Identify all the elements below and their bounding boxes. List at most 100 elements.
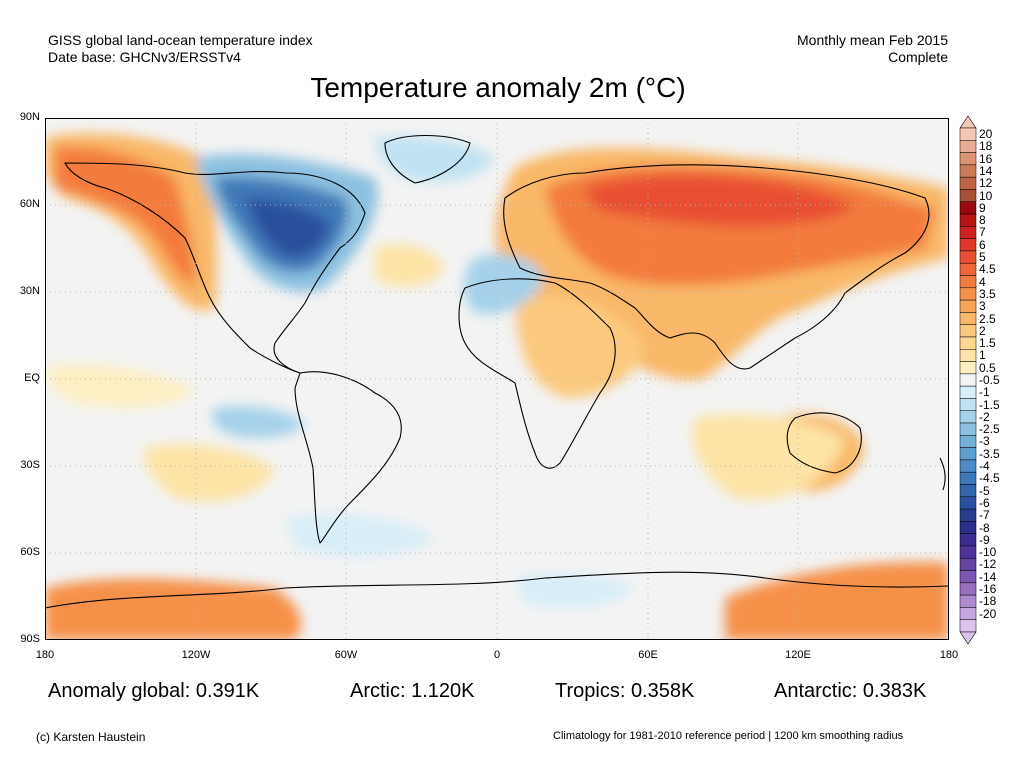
lat-tick-90n: 90N — [19, 111, 40, 123]
greenland-coast — [384, 134, 471, 184]
colorbar-label: -1 — [979, 385, 990, 400]
colorbar-label: 2.5 — [979, 311, 996, 326]
colorbar-swatch — [959, 140, 977, 153]
colorbar-swatch — [959, 508, 977, 522]
colorbar-label: -10 — [979, 545, 997, 560]
colorbar-swatch — [959, 607, 977, 620]
colorbar-label: -7 — [979, 508, 990, 523]
colorbar-swatch — [959, 299, 977, 313]
lon-tick-120w: 120W — [181, 649, 211, 661]
lat-tick-30s: 30S — [20, 459, 40, 471]
map-canvas — [45, 118, 949, 640]
colorbar-swatch — [959, 484, 977, 498]
colorbar-swatch — [959, 361, 977, 375]
colorbar-label: -20 — [979, 606, 997, 621]
colorbar-swatch — [959, 447, 977, 461]
colorbar-swatch — [959, 398, 977, 411]
colorbar-label: -2 — [979, 409, 990, 424]
warm-siberia-core — [585, 175, 855, 227]
colorbar-label: -5 — [979, 483, 990, 498]
warm-antarctic-west — [45, 578, 301, 640]
colorbar-label: 16 — [979, 151, 993, 166]
colorbar-swatch — [959, 164, 977, 178]
colorbar-label: -8 — [979, 520, 990, 535]
colorbar-swatch — [959, 238, 977, 252]
colorbar-swatch — [959, 385, 977, 399]
header-right: Monthly mean Feb 2015 Complete — [797, 32, 948, 66]
north-america-coast — [64, 162, 366, 374]
colorbar-label: -4 — [979, 459, 990, 474]
colorbar-swatch — [959, 226, 977, 239]
anomaly-field — [45, 133, 949, 640]
colorbar-label: -2.5 — [979, 422, 1000, 437]
colorbar-label: -3.5 — [979, 446, 1000, 461]
colorbar — [959, 116, 977, 644]
colorbar-swatch — [959, 213, 977, 227]
data-base-label: Date base: GHCNv3/ERSSTv4 — [48, 49, 241, 65]
lat-tick-30n: 30N — [19, 285, 40, 297]
lon-tick-180w: 180 — [35, 649, 55, 661]
colorbar-swatch — [959, 619, 977, 633]
colorbar-swatch — [959, 349, 977, 362]
colorbar-swatch — [959, 521, 977, 534]
copyright-footer: (c) Karsten Haustein — [36, 730, 146, 744]
temperature-anomaly-map — [45, 118, 949, 640]
colorbar-label: 1 — [979, 348, 986, 363]
colorbar-label: 8 — [979, 213, 986, 228]
antarctic-stat: Antarctic: 0.383K — [774, 680, 927, 702]
colorbar-label: -0.5 — [979, 373, 1000, 387]
colorbar-label: -3 — [979, 434, 990, 449]
colorbar-label: -12 — [979, 557, 997, 572]
warm-south-pacific — [144, 444, 275, 502]
colorbar-label: 10 — [979, 188, 993, 203]
colorbar-label: -14 — [979, 569, 997, 584]
period-label: Monthly mean Feb 2015 — [797, 32, 948, 48]
colorbar-swatch — [959, 459, 977, 473]
colorbar-swatch — [959, 557, 977, 571]
lon-tick-120e: 120E — [785, 649, 811, 661]
colorbar-swatch — [959, 533, 977, 547]
colorbar-swatch — [959, 262, 977, 276]
colorbar-label: -1.5 — [979, 397, 1000, 412]
warm-indian-ocean — [692, 414, 845, 500]
dataset-title: GISS global land-ocean temperature index — [48, 32, 313, 48]
lat-tick-60s: 60S — [20, 546, 40, 558]
completeness-label: Complete — [888, 49, 948, 65]
colorbar-label: 6 — [979, 237, 986, 252]
lat-tick-eq: EQ — [24, 372, 40, 384]
colorbar-label: -6 — [979, 495, 990, 510]
colorbar-swatch — [959, 152, 977, 166]
cold-greenland — [375, 136, 495, 182]
colorbar-swatch — [959, 545, 977, 559]
colorbar-swatch — [959, 594, 977, 608]
cold-southern-ocean-a — [285, 514, 435, 557]
australia-coast — [786, 412, 862, 474]
colorbar-swatch — [959, 422, 977, 436]
cold-north-africa — [463, 254, 545, 314]
coastlines — [45, 134, 949, 609]
colorbar-swatch — [959, 189, 977, 203]
colorbar-swatch — [959, 496, 977, 510]
tropics-stat: Tropics: 0.358K — [555, 680, 695, 702]
colorbar-bottom-arrow — [959, 631, 977, 644]
africa-coast — [458, 278, 616, 469]
lon-tick-60w: 60W — [334, 649, 358, 661]
lon-tick-60e: 60E — [638, 649, 658, 661]
colorbar-label: -18 — [979, 594, 997, 609]
map-frame — [45, 118, 949, 640]
colorbar-label: 2 — [979, 323, 986, 338]
colorbar-label: 14 — [979, 164, 993, 179]
cold-north-america-core — [245, 198, 330, 258]
map-title: Temperature anomaly 2m (°C) — [310, 72, 686, 103]
colorbar-swatch — [959, 570, 977, 584]
colorbar-swatch — [959, 312, 977, 325]
header-left: GISS global land-ocean temperature index… — [48, 32, 313, 66]
south-america-coast — [294, 371, 402, 544]
colorbar-label: -16 — [979, 581, 997, 596]
colorbar-label: 18 — [979, 139, 993, 154]
colorbar-label: 1.5 — [979, 336, 996, 351]
colorbar-label: 12 — [979, 176, 993, 191]
colorbar-swatch — [959, 435, 977, 448]
lat-tick-60n: 60N — [19, 198, 40, 210]
colorbar-label: 9 — [979, 200, 986, 215]
